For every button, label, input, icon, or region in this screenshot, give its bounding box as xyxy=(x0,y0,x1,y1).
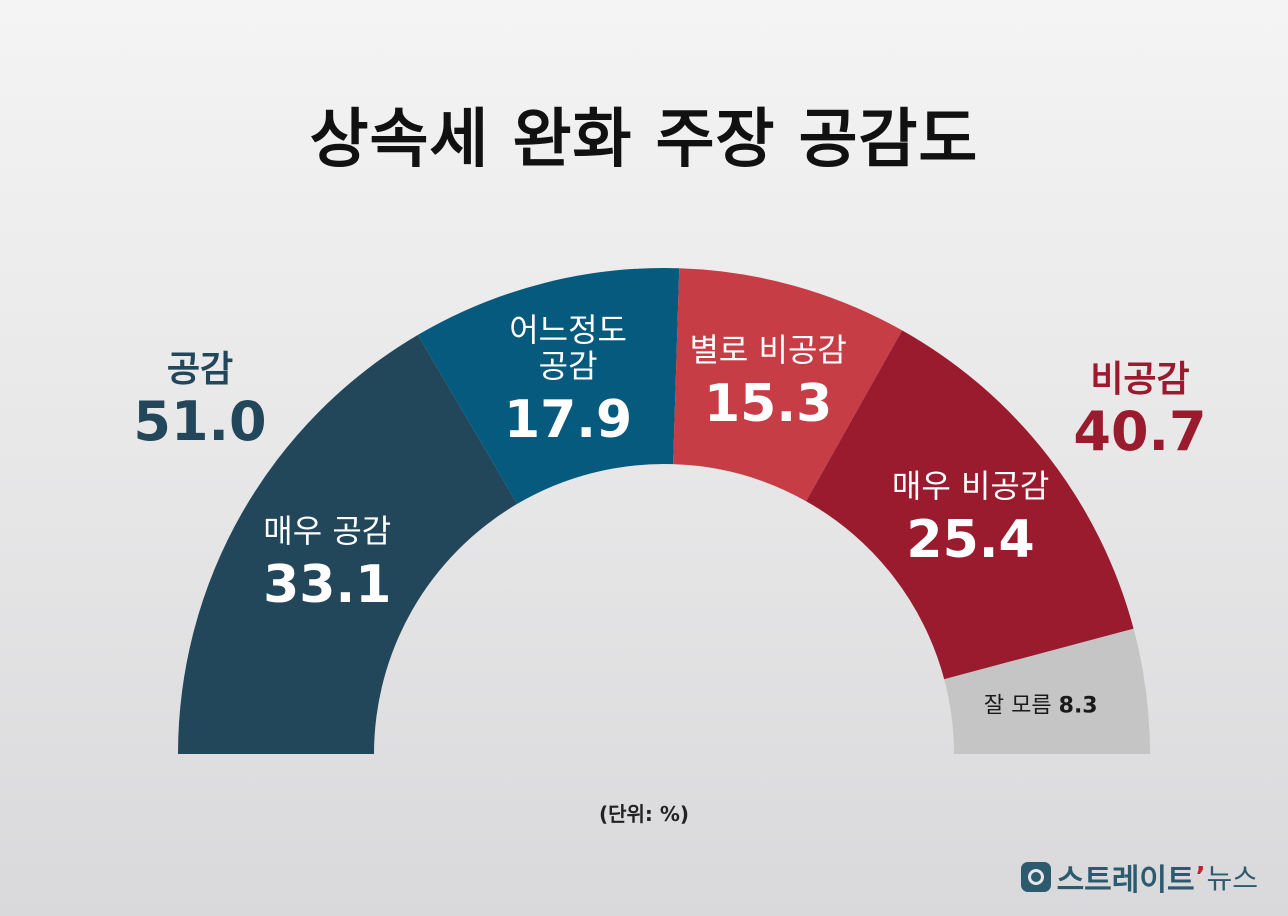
slice-somewhat-agree xyxy=(417,267,680,504)
slice-very-disagree xyxy=(806,330,1134,680)
slice-label-somewhat-disagree: 별로 비공감 xyxy=(689,331,846,369)
disagree-group-label: 비공감 40.7 xyxy=(1040,350,1240,461)
slice-very-agree xyxy=(178,334,518,754)
slice-dont-know xyxy=(944,628,1150,754)
chart-title: 상속세 완화 주장 공감도 xyxy=(309,103,979,177)
slice-label-somewhat-agree-line2: 공감 xyxy=(539,347,598,385)
slice-label-dont-know: 잘 모름 8.3 xyxy=(984,694,1098,719)
disagree-group-value: 40.7 xyxy=(1073,400,1207,463)
unit-label: (단위: %) xyxy=(598,802,690,826)
agree-group-name: 공감 xyxy=(166,349,234,390)
logo-tail-text: 뉴스 xyxy=(1206,862,1258,895)
publisher-logo: 스트레이트 ’ 뉴스 xyxy=(1020,855,1258,899)
slice-somewhat-disagree xyxy=(673,268,903,502)
slice-value-somewhat-agree: 17.9 xyxy=(504,390,632,450)
slice-label-very-disagree: 매우 비공감 xyxy=(892,467,1049,505)
disagree-group-name: 비공감 xyxy=(1090,359,1190,400)
slice-label-somewhat-agree-line1: 어느정도 xyxy=(509,311,627,349)
slice-value-dont-know: 8.3 xyxy=(1059,694,1098,719)
agree-group-label: 공감 51.0 xyxy=(110,340,290,451)
logo-main-text: 스트레이트 xyxy=(1056,863,1195,898)
slice-value-very-agree: 33.1 xyxy=(263,555,391,615)
slice-value-very-disagree: 25.4 xyxy=(906,510,1034,570)
logo-icon xyxy=(1020,862,1051,892)
logo-accent-mark: ’ xyxy=(1195,862,1206,892)
agree-group-value: 51.0 xyxy=(133,390,267,453)
slice-value-somewhat-disagree: 15.3 xyxy=(704,374,832,434)
slice-label-very-agree: 매우 공감 xyxy=(263,512,391,550)
